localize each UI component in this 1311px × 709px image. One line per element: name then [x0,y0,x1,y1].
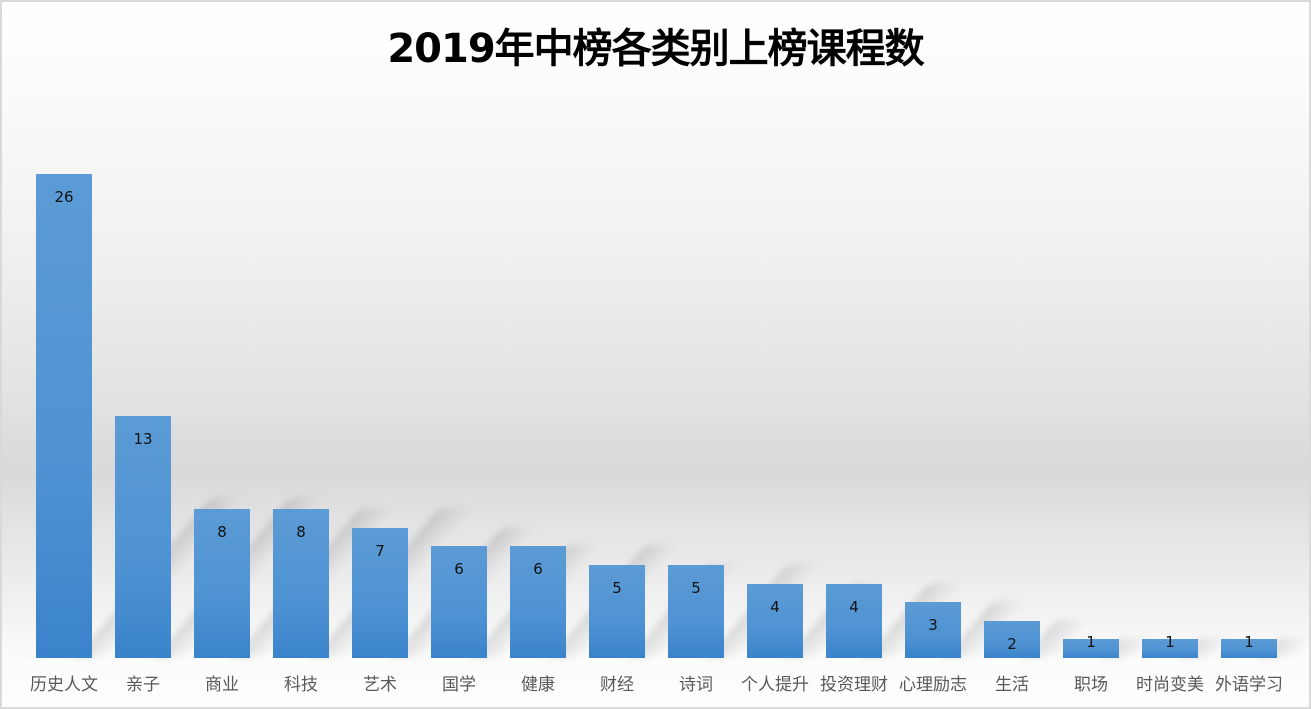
x-axis-label: 职场 [1074,675,1108,695]
bar-group: 8 [194,509,394,658]
bar[interactable] [431,546,487,658]
bar-group: 4 [747,584,884,658]
bar[interactable] [589,565,645,658]
x-axis-label: 心理励志 [899,675,967,695]
x-axis-label: 生活 [995,675,1029,695]
data-label: 1 [1086,633,1096,651]
bar-group: 5 [668,565,821,658]
bar[interactable] [273,509,329,658]
bar-group: 1 [1221,633,1309,658]
bar-group: 13 [115,416,324,658]
bar-group: 26 [36,174,245,658]
data-label: 2 [1007,635,1017,653]
bar-group: 7 [352,528,536,658]
bar[interactable] [1221,639,1277,658]
data-label: 8 [296,523,306,541]
x-axis-label: 外语学习 [1215,675,1283,695]
bar[interactable] [36,174,92,658]
bar-group: 3 [905,602,1026,658]
x-axis-label: 健康 [521,675,555,695]
x-axis-label: 财经 [600,675,634,695]
x-axis-label: 时尚变美 [1136,675,1204,695]
bar[interactable] [510,546,566,658]
bar-group: 8 [273,509,473,658]
bar[interactable] [984,621,1040,658]
bar-group: 6 [510,546,678,658]
data-label: 3 [928,616,938,634]
bar-group: 6 [431,546,599,658]
bar[interactable] [194,509,250,658]
bar-group: 1 [1142,633,1232,658]
bar-group: 5 [589,565,742,658]
bar-group: 1 [1063,633,1153,658]
data-label: 5 [691,579,701,597]
data-label: 1 [1165,633,1175,651]
bar-group: 2 [984,621,1090,658]
data-label: 1 [1244,633,1254,651]
bar-group: 4 [826,584,963,658]
x-axis-label: 亲子 [126,675,160,695]
bar[interactable] [826,584,882,658]
chart-title: 2019年中榜各类别上榜课程数 [387,26,924,72]
bar[interactable] [747,584,803,658]
bar[interactable] [668,565,724,658]
bar[interactable] [352,528,408,658]
x-axis-label: 投资理财 [820,675,888,695]
x-axis-label: 历史人文 [30,675,98,695]
x-axis-label: 个人提升 [741,675,809,695]
data-label: 26 [54,188,74,206]
x-axis-label: 诗词 [679,675,713,695]
x-axis-label: 科技 [284,675,318,695]
data-label: 13 [133,430,153,448]
x-axis-label: 商业 [205,675,239,695]
data-label: 6 [454,560,464,578]
data-label: 5 [612,579,622,597]
bar[interactable] [905,602,961,658]
bar[interactable] [1063,639,1119,658]
x-axis-label: 艺术 [363,675,397,695]
data-label: 6 [533,560,543,578]
bar[interactable] [1142,639,1198,658]
x-axis-label: 国学 [442,675,476,695]
data-label: 8 [217,523,227,541]
bar[interactable] [115,416,171,658]
data-label: 7 [375,542,385,560]
data-label: 4 [770,598,780,616]
data-label: 4 [849,598,859,616]
